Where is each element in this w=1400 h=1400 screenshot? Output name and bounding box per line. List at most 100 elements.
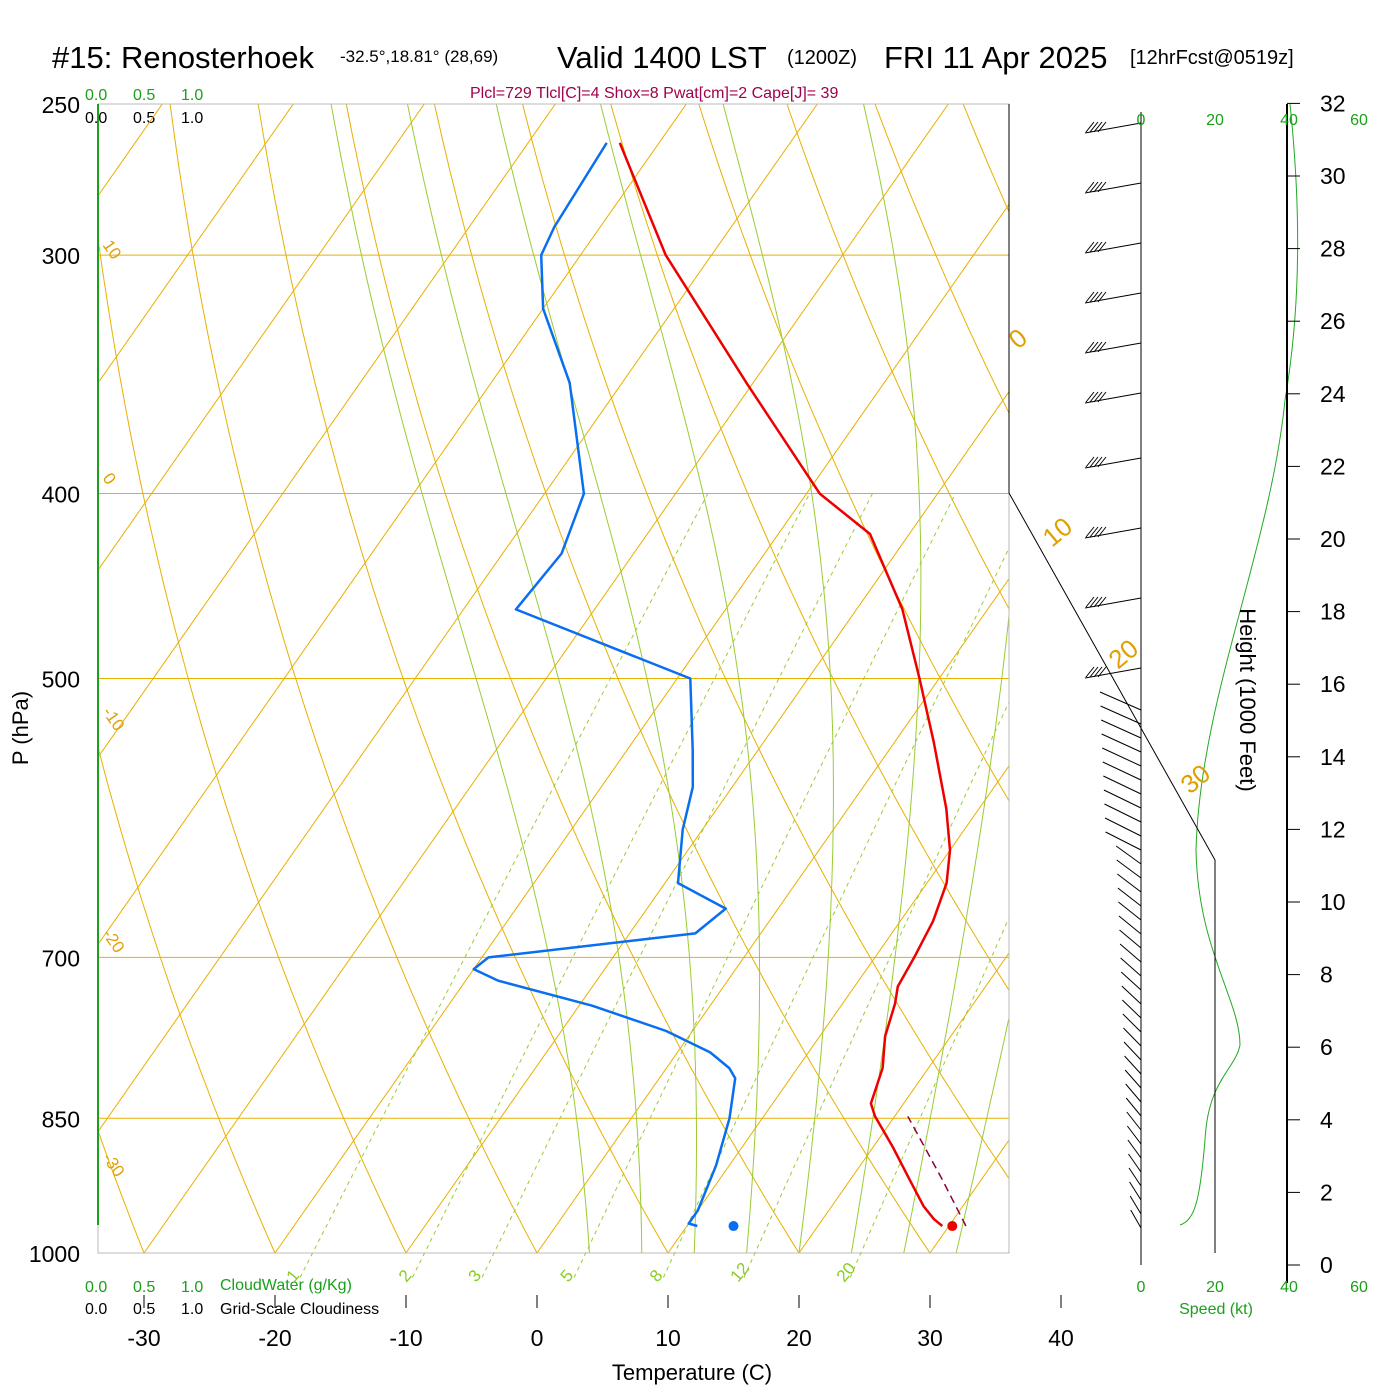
- wind-barb-flag: [1085, 241, 1095, 253]
- x-tick-label: 10: [655, 1325, 681, 1351]
- surface-dewpoint-dot: [728, 1221, 739, 1232]
- wind-barb-flag: [1097, 291, 1107, 303]
- cloudiness-top-tick: 0.0: [85, 110, 107, 127]
- x-tick-label: 0: [531, 1325, 544, 1351]
- wind-barb: [1102, 761, 1142, 781]
- mixing-ratio-line: [411, 493, 811, 1278]
- dry-adiabat: [610, 104, 1009, 992]
- x-tick-label: 40: [1048, 1325, 1074, 1351]
- wind-barb-flag: [1097, 596, 1107, 608]
- x-tick-label: 20: [786, 1325, 812, 1351]
- height-tick-label: 4: [1320, 1107, 1333, 1133]
- mixing-ratio-line: [849, 916, 1009, 1278]
- wind-barb-flag: [1089, 291, 1099, 303]
- dry-adiabat: [98, 745, 276, 1254]
- dry-adiabat: [522, 104, 1009, 1180]
- wind-barb: [1105, 831, 1142, 851]
- mixing-ratio-line: [481, 493, 873, 1278]
- isotherm-line: [274, 203, 1009, 1254]
- y-axis-label: P (hPa): [8, 691, 33, 765]
- moist-adiabat: [600, 104, 761, 1254]
- hodograph-boundary: [1008, 104, 1216, 1253]
- height-tick-label: 16: [1320, 671, 1346, 697]
- mixing-ratio-label: 20: [833, 1259, 860, 1286]
- profiles: [472, 142, 967, 1232]
- valid-time: Valid 1400 LST: [557, 40, 767, 75]
- wind-barb: [1117, 887, 1142, 907]
- isotherm-line: [98, 104, 294, 384]
- wind-barb-flag: [1089, 391, 1099, 403]
- wind-barb-flag: [1093, 666, 1103, 678]
- cloudwater-bottom-tick: 0.5: [133, 1279, 155, 1296]
- wind-barb: [1099, 691, 1142, 711]
- height-tick-label: 10: [1320, 889, 1346, 915]
- moist-adiabat: [903, 611, 1009, 1254]
- wind-profile: [1084, 103, 1299, 1265]
- wind-barb-flag: [1085, 121, 1095, 133]
- parcel-info: Plcl=729 Tlcl[C]=4 Shox=8 Pwat[cm]=2 Cap…: [470, 85, 838, 102]
- cloudiness-top-tick: 1.0: [181, 110, 203, 127]
- mixing-ratio-line: [299, 493, 709, 1278]
- wind-barb: [1124, 1069, 1142, 1089]
- top-scales: 0.0 0.5 1.0 0.0 0.5 1.0: [85, 87, 203, 127]
- wind-barb-flag: [1085, 666, 1095, 678]
- wind-barb-flag: [1085, 456, 1095, 468]
- isotherm-line: [98, 104, 818, 1133]
- height-axis-label: Height (1000 Feet): [1235, 608, 1260, 791]
- moist-adiabat: [330, 104, 590, 1254]
- x-tick-label: 30: [917, 1325, 943, 1351]
- wind-barb: [1126, 1125, 1142, 1145]
- wind-barb-flag: [1097, 121, 1107, 133]
- wind-barb: [1116, 859, 1142, 879]
- wind-barb: [1129, 1181, 1142, 1201]
- wind-barb: [1128, 1167, 1142, 1187]
- wind-barb-flag: [1085, 526, 1095, 538]
- height-tick-label: 20: [1320, 526, 1346, 552]
- wind-barb: [1126, 1111, 1142, 1131]
- mixing-ratio-label: 3: [465, 1266, 486, 1285]
- isotherm-line: [98, 104, 425, 572]
- wind-barb-flag: [1089, 121, 1099, 133]
- isotherm-label: 10: [99, 236, 125, 262]
- dry-adiabat: [786, 104, 1009, 610]
- temperature-line: [618, 142, 952, 1227]
- wind-barb-flag: [1097, 456, 1107, 468]
- isotherm-label: -20: [99, 925, 129, 956]
- wind-barb: [1125, 1097, 1142, 1117]
- height-tick-label: 14: [1320, 744, 1346, 770]
- wind-barb-flag: [1093, 596, 1103, 608]
- isotherm-line: [143, 104, 949, 1254]
- height-tick-label: 2: [1320, 1179, 1333, 1205]
- wind-barb: [1129, 1195, 1142, 1215]
- utc-time: (1200Z): [787, 47, 857, 69]
- surface-temperature-dot: [947, 1221, 958, 1232]
- wind-barb-flag: [1097, 241, 1107, 253]
- x-tick-label: -10: [389, 1325, 422, 1351]
- wind-barb: [1115, 845, 1142, 865]
- mixing-ratio-label: 12: [726, 1259, 753, 1286]
- wind-barb-flag: [1097, 341, 1107, 353]
- wind-barb-flag: [1093, 341, 1103, 353]
- speed-label: Speed (kt): [1179, 1301, 1253, 1318]
- speed-tick-top: 60: [1350, 112, 1368, 129]
- wind-barb: [1130, 1209, 1142, 1229]
- moist-adiabat: [955, 1015, 1009, 1254]
- mixing-ratio-line: [743, 700, 1009, 1278]
- wind-barb: [1121, 999, 1142, 1019]
- speed-axis: 0 20 40 60 0 20 40 60 Speed (kt): [1137, 112, 1368, 1318]
- isotherm-label: 0: [99, 469, 120, 488]
- wind-barb-flag: [1097, 666, 1107, 678]
- height-tick-label: 0: [1320, 1252, 1333, 1278]
- isotherm-line: [667, 764, 1009, 1254]
- wind-barb: [1123, 1027, 1142, 1047]
- wind-barb: [1118, 901, 1142, 921]
- wind-barb-flag: [1093, 391, 1103, 403]
- wind-barb: [1121, 985, 1142, 1005]
- wind-barb-flag: [1097, 391, 1107, 403]
- speed-tick: 20: [1206, 1279, 1224, 1296]
- speed-tick-top: 40: [1280, 112, 1298, 129]
- wind-barb: [1119, 943, 1142, 963]
- height-tick-label: 24: [1320, 381, 1346, 407]
- station-title: #15: Renosterhoek: [52, 40, 314, 75]
- isotherm-line: [0, 104, 31, 1253]
